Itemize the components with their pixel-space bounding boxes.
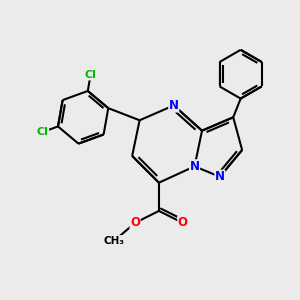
Text: Cl: Cl (37, 127, 49, 137)
Text: O: O (178, 216, 188, 229)
Text: CH₃: CH₃ (104, 236, 125, 246)
Text: N: N (169, 99, 179, 112)
Text: N: N (215, 170, 225, 183)
Text: Cl: Cl (85, 70, 97, 80)
Text: N: N (190, 160, 200, 173)
Text: O: O (130, 216, 140, 229)
